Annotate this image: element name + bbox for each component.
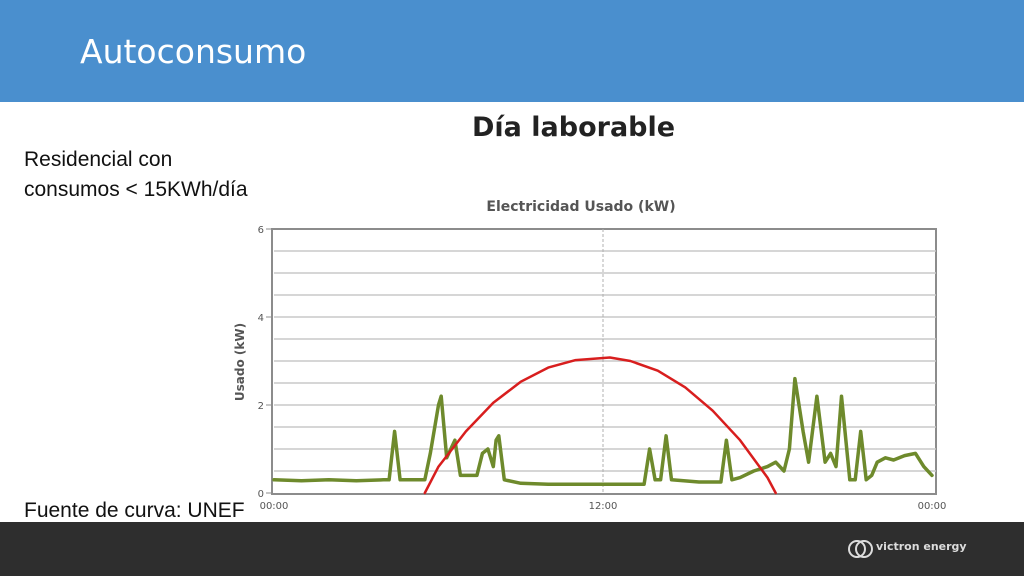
grid-lines — [274, 229, 936, 493]
series-lines — [272, 356, 934, 495]
chart-title: Electricidad Usado (kW) — [486, 199, 675, 215]
y-tick-label: 4 — [258, 313, 264, 324]
y-tick-label: 2 — [258, 401, 264, 412]
solar-curve-line — [423, 356, 777, 495]
y-axis-label: Usado (kW) — [233, 323, 247, 401]
chart-heading: Día laborable — [472, 112, 676, 143]
subtitle-text: Residencial con consumos < 15KWh/día — [24, 145, 324, 205]
x-tick-label: 00:00 — [918, 501, 947, 512]
usage-series-line — [272, 376, 934, 486]
source-text: Fuente de curva: UNEF — [24, 499, 245, 522]
x-tick-label: 00:00 — [260, 501, 289, 512]
y-tick-label: 0 — [258, 489, 264, 500]
victron-logo: victron energy — [848, 538, 968, 562]
logo-icon — [848, 540, 873, 558]
subtitle-line-1: Residencial con — [24, 148, 173, 171]
slide-footer — [0, 522, 1024, 576]
y-tick-label: 6 — [258, 225, 264, 236]
x-tick-label: 12:00 — [589, 501, 618, 512]
logo-text: victron energy — [876, 540, 967, 553]
subtitle-line-2: consumos < 15KWh/día — [24, 178, 248, 201]
tick-labels: 0 2 4 6 00:00 12:00 00:00 — [258, 225, 947, 512]
slide-header: Autoconsumo — [0, 0, 1024, 102]
slide-title: Autoconsumo — [80, 32, 307, 71]
